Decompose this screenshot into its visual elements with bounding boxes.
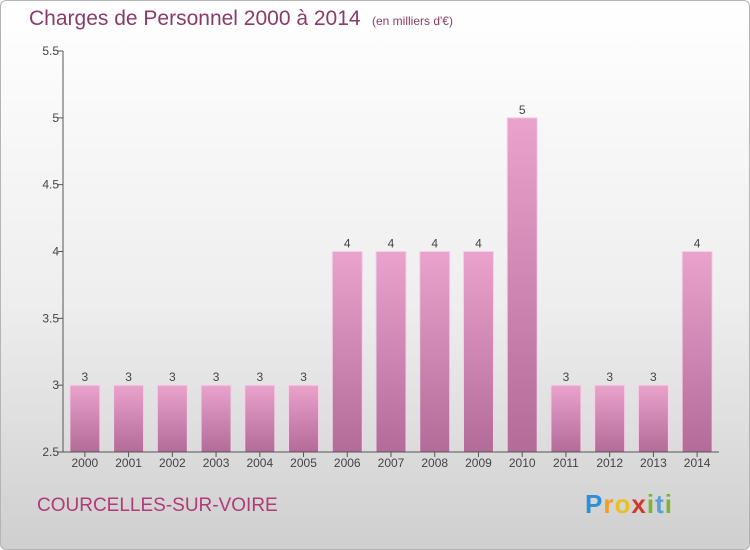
y-tick-label: 4.5 — [42, 178, 59, 192]
bar-2011 — [550, 384, 582, 453]
x-tick-label-2008: 2008 — [421, 456, 448, 470]
x-tick-label-2009: 2009 — [465, 456, 492, 470]
data-label-2005: 3 — [300, 370, 307, 384]
x-tick-label-2000: 2000 — [72, 456, 99, 470]
bar-2009 — [462, 251, 494, 453]
x-tick-label-2013: 2013 — [640, 456, 667, 470]
x-tick-label-2006: 2006 — [334, 456, 361, 470]
data-label-2004: 3 — [256, 370, 263, 384]
x-tick-label-2003: 2003 — [203, 456, 230, 470]
y-tick-label: 4 — [52, 245, 59, 259]
x-tick-label-2005: 2005 — [290, 456, 317, 470]
proxiti-logo: Proxiti — [585, 489, 673, 519]
y-tick-label: 2.5 — [42, 445, 59, 459]
y-tick-label: 3 — [52, 378, 59, 392]
x-tick-label-2010: 2010 — [509, 456, 536, 470]
data-label-2007: 4 — [388, 237, 395, 251]
location-name: COURCELLES-SUR-VOIRE — [37, 495, 278, 516]
x-tick-label-2004: 2004 — [246, 456, 273, 470]
bar-2003 — [200, 384, 232, 453]
bar-2002 — [156, 384, 188, 453]
data-label-2012: 3 — [606, 370, 613, 384]
x-axis: 2000 2001 2002 2003 2004 2005 2006 2007 2008 2009… — [63, 451, 719, 470]
data-label-2000: 3 — [82, 370, 89, 384]
bar-2007 — [375, 251, 407, 453]
bar-2013 — [637, 384, 669, 453]
bar-2001 — [113, 384, 145, 453]
data-label-2009: 4 — [475, 237, 482, 251]
data-label-2006: 4 — [344, 237, 351, 251]
data-labels-group: 3 3 3 3 3 3 4 4 4 4 5 3 3 3 4 — [82, 103, 701, 384]
x-tick-label-2014: 2014 — [684, 456, 711, 470]
x-tick-label-2007: 2007 — [378, 456, 405, 470]
bar-2014 — [681, 251, 713, 453]
bar-2012 — [594, 384, 626, 453]
data-label-2003: 3 — [213, 370, 220, 384]
data-label-2002: 3 — [169, 370, 176, 384]
bar-2005 — [288, 384, 320, 453]
bar-2004 — [244, 384, 276, 453]
data-label-2013: 3 — [650, 370, 657, 384]
y-tick-label: 5.5 — [42, 44, 59, 58]
bars-group — [69, 117, 713, 453]
data-label-2001: 3 — [125, 370, 132, 384]
chart-subtitle: (en milliers d'€) — [372, 14, 453, 28]
data-label-2008: 4 — [431, 237, 438, 251]
bar-2006 — [331, 251, 363, 453]
chart-title: Charges de Personnel 2000 à 2014 — [29, 7, 361, 30]
data-label-2011: 3 — [563, 370, 570, 384]
bar-2000 — [69, 384, 101, 453]
x-tick-label-2012: 2012 — [596, 456, 623, 470]
x-tick-label-2011: 2011 — [553, 456, 579, 470]
x-tick-label-2002: 2002 — [159, 456, 186, 470]
y-axis: 2.5 3 3.5 4 4.5 5 5.5 — [42, 44, 64, 459]
x-tick-label-2001: 2001 — [115, 456, 142, 470]
y-tick-label: 5 — [52, 111, 59, 125]
data-label-2010: 5 — [519, 103, 526, 117]
bar-2010 — [506, 117, 538, 453]
data-label-2014: 4 — [694, 237, 701, 251]
bar-2008 — [419, 251, 451, 453]
y-tick-label: 3.5 — [42, 311, 59, 325]
